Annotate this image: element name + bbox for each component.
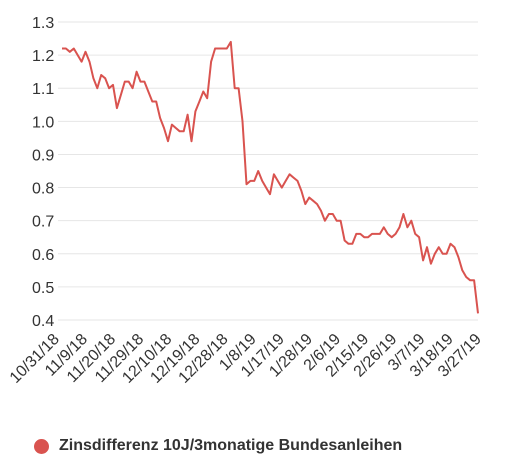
y-tick-label: 1.1 xyxy=(32,81,54,98)
y-tick-label: 1.0 xyxy=(32,114,54,131)
series-layer xyxy=(62,40,479,314)
y-tick-label: 0.5 xyxy=(32,280,54,297)
gridlines xyxy=(58,21,478,321)
y-tick-label: 1.3 xyxy=(32,15,54,32)
y-axis-ticks: 1.3 1.2 1.1 1.0 0.9 0.8 0.7 0.6 0.5 0.4 xyxy=(32,15,54,330)
y-tick-label: 0.7 xyxy=(32,214,54,231)
y-tick-label: 0.8 xyxy=(32,181,54,198)
x-axis-ticks: 10/31/1811/9/1811/20/1811/29/1812/10/181… xyxy=(7,331,485,387)
y-tick-label: 0.6 xyxy=(32,247,54,264)
y-tick-label: 0.4 xyxy=(32,313,54,330)
legend: Zinsdifferenz 10J/3monatige Bundesanleih… xyxy=(34,437,402,455)
series-line xyxy=(62,40,479,314)
legend-marker-icon xyxy=(34,438,49,454)
y-tick-label: 1.2 xyxy=(32,48,54,65)
legend-label: Zinsdifferenz 10J/3monatige Bundesanleih… xyxy=(59,437,403,454)
y-tick-label: 0.9 xyxy=(32,147,54,164)
line-chart: 1.3 1.2 1.1 1.0 0.9 0.8 0.7 0.6 0.5 0.4 10/31/181… xyxy=(7,15,485,387)
